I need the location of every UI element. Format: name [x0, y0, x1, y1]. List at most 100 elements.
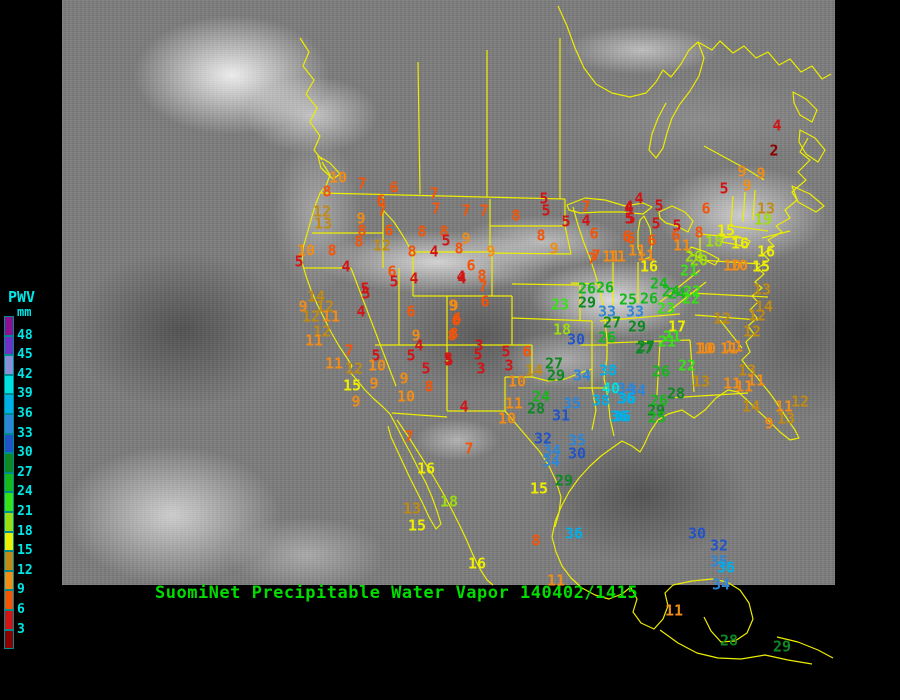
station-value: 34: [542, 441, 562, 460]
station-value: 6: [387, 262, 397, 281]
station-value: 29: [546, 366, 566, 385]
cuba: [776, 636, 834, 659]
station-value: 36: [609, 407, 629, 426]
station-value: 24: [667, 284, 687, 303]
station-value: 6: [480, 292, 490, 311]
station-value: 9: [737, 162, 747, 181]
station-value: 7: [591, 246, 601, 265]
station-value: 16: [639, 257, 659, 276]
station-value: 6: [522, 342, 532, 361]
station-value: 24: [531, 387, 551, 406]
station-value: 5: [473, 345, 483, 364]
station-value: 18: [439, 492, 459, 511]
station-value: 15: [716, 221, 736, 240]
station-value: 6: [384, 221, 394, 240]
station-value: 9: [742, 176, 752, 195]
station-value: 9: [356, 209, 366, 228]
station-value: 12: [312, 202, 332, 221]
station-value: 9: [756, 164, 766, 183]
station-value: 27: [634, 339, 654, 358]
station-value: 29: [627, 317, 647, 336]
station-value: 15: [751, 257, 771, 276]
station-value: 11: [719, 339, 739, 358]
station-value: 12: [312, 322, 332, 341]
station-value: 8: [417, 222, 427, 241]
legend-tick-label: 39: [17, 386, 33, 402]
station-value: 24: [661, 282, 681, 301]
station-value: 24: [649, 274, 669, 293]
station-value: 8: [424, 377, 434, 396]
image-caption: SuomiNet Precipitable Water Vapor 140402…: [155, 583, 639, 603]
station-value: 17: [667, 317, 687, 336]
yucatan-peninsula: [629, 578, 754, 643]
gulf-of-california-coast: [396, 419, 494, 586]
station-value: 8: [354, 232, 364, 251]
legend-color-box: [4, 414, 14, 434]
station-value: 9: [448, 296, 458, 315]
station-value: 10: [694, 339, 714, 358]
station-value: 11: [746, 371, 766, 390]
lake-huron: [658, 205, 694, 233]
station-value: 22: [677, 356, 697, 375]
station-value: 7: [479, 201, 489, 220]
station-value: 10: [507, 372, 527, 391]
station-value: 16: [756, 242, 776, 261]
legend-color-box: [4, 531, 14, 552]
station-value: 8: [447, 326, 457, 345]
station-value: 6: [466, 256, 476, 275]
station-value: 11: [504, 394, 524, 413]
station-value: 5: [443, 349, 453, 368]
station-value: 18: [704, 232, 724, 251]
station-value: 13: [402, 499, 422, 518]
station-value: 6: [701, 199, 711, 218]
station-value: 34: [711, 575, 731, 594]
station-value: 14: [741, 397, 761, 416]
station-value: 10: [367, 356, 387, 375]
legend-color-box: [4, 335, 14, 356]
station-value: 9: [351, 392, 361, 411]
station-value: 5: [441, 231, 451, 250]
station-value: 30: [567, 444, 587, 463]
station-value: 8: [477, 266, 487, 285]
station-value: 14: [306, 287, 326, 306]
station-value: 22: [682, 282, 702, 301]
station-value: 13: [691, 372, 711, 391]
station-value: 23: [656, 299, 676, 318]
station-value: 7: [377, 201, 387, 220]
station-value: 36: [617, 389, 637, 408]
station-value: 15: [342, 376, 362, 395]
legend-color-box: [4, 472, 14, 493]
lake-superior: [566, 197, 653, 215]
station-value: 4: [624, 197, 634, 216]
station-value: 12: [372, 236, 392, 255]
station-value: 5: [561, 212, 571, 231]
station-value: 11: [627, 241, 647, 260]
station-value: 34: [572, 366, 592, 385]
station-value: 36: [616, 389, 636, 408]
station-value: 6: [452, 309, 462, 328]
legend-color-box: [4, 355, 14, 375]
station-value: 8: [322, 182, 332, 201]
station-value: 12: [301, 307, 321, 326]
station-value: 5: [624, 209, 634, 228]
station-value: 4: [634, 189, 644, 208]
station-value: 36: [612, 407, 632, 426]
station-value: 6: [389, 178, 399, 197]
station-value: 12: [747, 306, 767, 325]
station-value: 6: [671, 226, 681, 245]
station-value: 9: [411, 326, 421, 345]
station-value: 7: [461, 201, 471, 220]
station-value: 36: [564, 524, 584, 543]
station-value: 8: [454, 239, 464, 258]
station-value: 40: [601, 379, 621, 398]
legend-title: PWV: [8, 288, 36, 306]
station-value: 3: [476, 359, 486, 378]
station-value: 13: [737, 361, 757, 380]
station-value: 6: [647, 231, 657, 250]
province-border: [417, 38, 561, 199]
coastline-pacific: [299, 37, 323, 161]
station-value: 9: [461, 229, 471, 248]
station-value: 9: [449, 296, 459, 315]
station-value: 5: [651, 214, 661, 233]
station-value: 4: [409, 269, 419, 288]
